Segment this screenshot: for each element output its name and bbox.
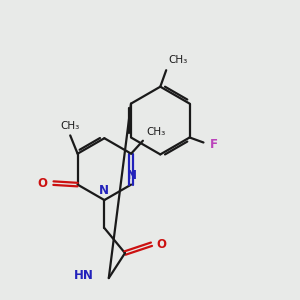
- Text: N: N: [99, 184, 110, 196]
- Text: CH₃: CH₃: [61, 121, 80, 131]
- Text: CH₃: CH₃: [169, 55, 188, 65]
- Text: CH₃: CH₃: [147, 127, 166, 137]
- Text: N: N: [127, 169, 137, 182]
- Text: O: O: [157, 238, 167, 251]
- Text: O: O: [37, 177, 47, 190]
- Text: F: F: [210, 138, 218, 151]
- Text: HN: HN: [74, 269, 94, 282]
